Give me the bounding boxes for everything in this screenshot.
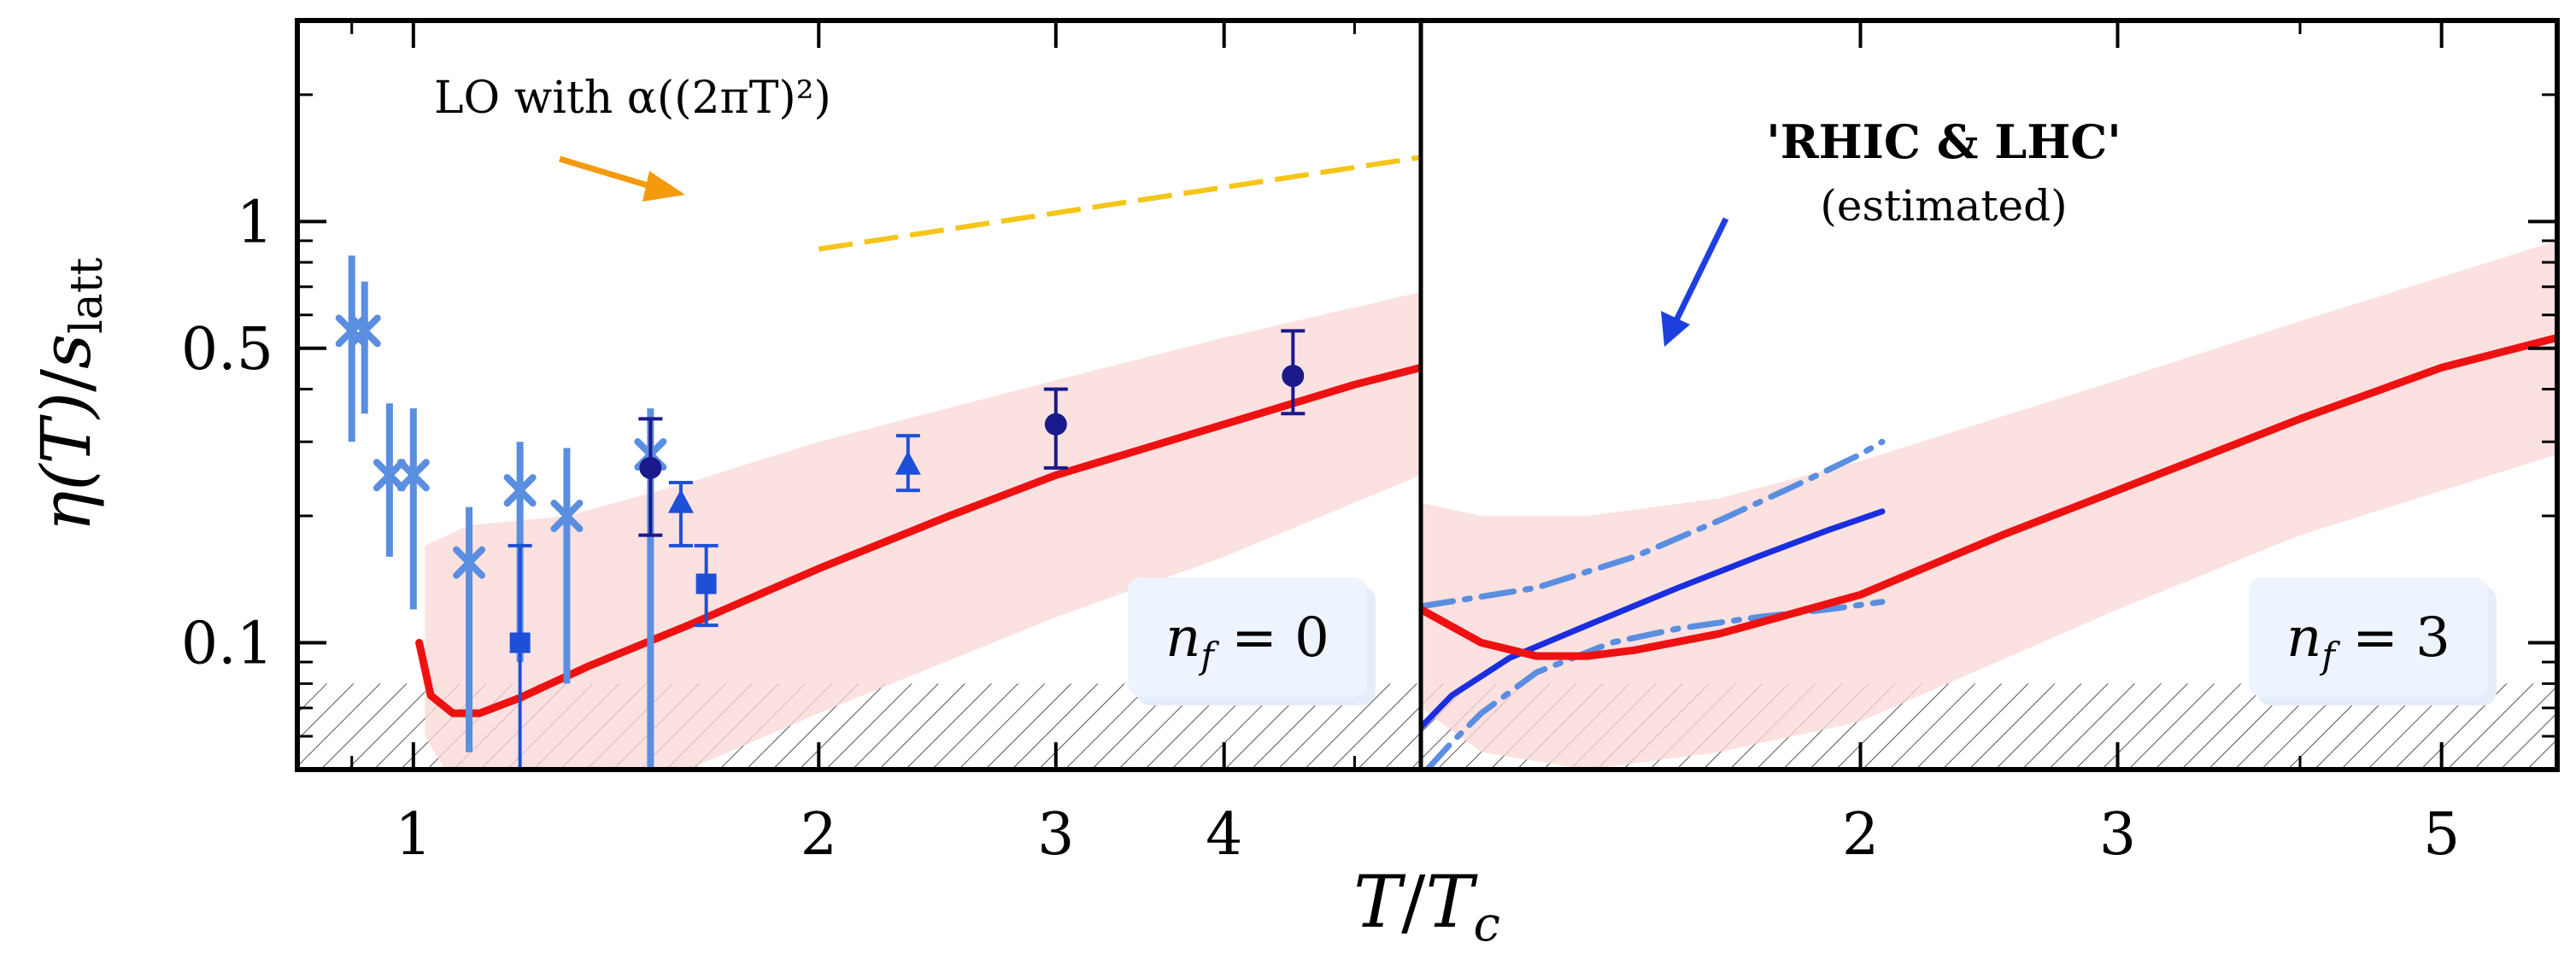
x-label-slash: / [1401,860,1426,944]
panel-nf3 [1421,240,2557,770]
x-tick-label: 1 [395,801,431,869]
svg-text:η(T)/slatt: η(T)/slatt [26,257,113,531]
x-tick-label: 3 [2099,801,2136,869]
x-label-sub: c [1474,897,1500,952]
triangle-marker [895,450,921,475]
x-label-Tc: T [1425,860,1478,944]
dashdot-upper-curve [1421,438,1886,610]
rhic-arrow [1661,217,1729,347]
circle-marker [1044,413,1067,436]
cross-marker [503,474,537,507]
cross-marker [453,546,486,579]
red-curve-1 [1421,333,2557,660]
triangle-marker [667,489,694,513]
nf0-label-box: nf = 0 [1128,577,1376,705]
rhic-lhc-title: 'RHIC & LHC' [1766,114,2121,169]
svg-text:nf = 0: nf = 0 [1165,606,1329,676]
cross-marker [373,459,406,492]
nf3-n: n [2286,606,2321,670]
cross-marker [348,314,381,348]
estimated-subtitle: (estimated) [1820,181,2067,231]
svg-text:nf = 3: nf = 3 [2286,606,2450,676]
lo-annotation: LO with α((2πT)²) [434,73,831,124]
x-tick-label: 2 [1842,801,1879,869]
y-tick-label: 1 [237,189,273,256]
x-tick-label: 5 [2423,801,2460,869]
y-label-eta: η(T) [26,392,106,532]
x-tick-label: 3 [1037,801,1074,869]
y-tick-label: 0.1 [181,611,273,678]
x-axis-label: T/Tc [1353,860,1500,952]
x-tick-label: 2 [801,801,837,869]
plot-frame [295,18,2560,772]
nf0-n: n [1165,606,1200,670]
y-axis-label: η(T)/slatt [26,257,113,531]
panel-nf0 [297,155,1421,770]
cross-marker [550,500,584,533]
cross-marker [396,459,430,492]
y-label-slash: / [26,369,106,392]
blue-curve [1421,508,1886,730]
x-label-T: T [1353,860,1406,944]
y-label-sub: latt [62,257,113,334]
nf0-eq: = 0 [1214,606,1329,670]
lo-curve [818,155,1421,252]
nf3-label-box: nf = 3 [2249,577,2497,705]
nf3-eq: = 3 [2335,606,2450,670]
dashdot-lower-curve [1423,599,1886,770]
circle-marker [639,456,662,479]
lo-arrow [558,155,685,202]
axis-ticks: 1 2 3 4 2 3 5 1 0.5 0.1 [181,20,2557,869]
circle-marker [1282,365,1305,388]
square-marker [509,632,531,653]
uncertainty-band-0 [425,291,1421,770]
y-label-s: s [26,334,106,369]
square-marker [695,573,717,594]
y-tick-label: 0.5 [181,316,273,383]
x-tick-label: 4 [1206,801,1242,869]
red-curve-0 [415,363,1421,717]
